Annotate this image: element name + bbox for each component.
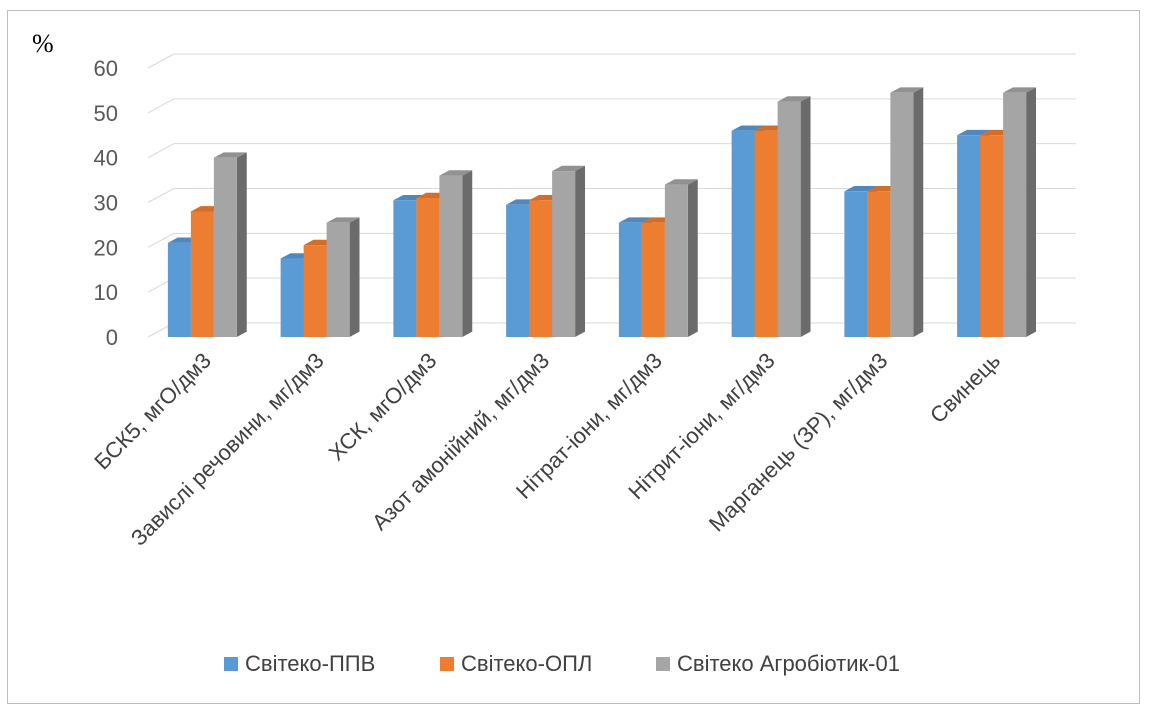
y-tick-label: 0 xyxy=(106,325,118,350)
bar-top xyxy=(552,165,586,172)
bar-side xyxy=(800,96,811,338)
x-category-label: ХСК, мгО/дм3 xyxy=(324,348,442,466)
bar xyxy=(213,152,247,337)
bar-top xyxy=(326,217,360,223)
bar-front xyxy=(416,198,440,337)
bar-front xyxy=(529,200,553,337)
bar-top xyxy=(777,96,811,102)
bar-front xyxy=(867,191,891,337)
bar xyxy=(1003,87,1037,338)
bar-front xyxy=(731,130,755,337)
bar-front xyxy=(303,245,327,337)
x-category-label: БСК5, мгО/дм3 xyxy=(89,348,216,475)
y-tick-label: 10 xyxy=(94,280,118,305)
bar xyxy=(664,179,698,337)
gridline-depth xyxy=(147,188,175,203)
bar-front xyxy=(1003,92,1027,338)
bar-top xyxy=(439,170,473,176)
bar-front xyxy=(957,135,981,337)
legend-label: Світеко-ППВ xyxy=(245,651,375,676)
bar xyxy=(326,217,360,337)
bar-side xyxy=(349,217,360,337)
bar-top xyxy=(664,179,698,185)
bar-side xyxy=(462,170,473,337)
bar-series xyxy=(167,87,1037,338)
bar xyxy=(890,87,924,338)
bar-front xyxy=(618,222,642,337)
x-category-label: Завислі речовини, мг/дм3 xyxy=(126,348,329,551)
bar-side xyxy=(1026,87,1037,337)
legend-item: Світеко Агробіотик-01 xyxy=(656,651,900,676)
bar-front xyxy=(777,101,801,337)
gridline-depth xyxy=(147,232,175,248)
bar-top xyxy=(1003,87,1037,93)
bar-side xyxy=(236,152,247,337)
bar-front xyxy=(506,204,530,337)
x-category-label: Свинець xyxy=(925,348,1005,428)
bar-front xyxy=(280,258,304,337)
gridline-depth xyxy=(147,143,175,159)
bar-side xyxy=(687,179,698,337)
y-tick-label: 40 xyxy=(94,146,118,171)
y-tick-label: 50 xyxy=(94,101,118,126)
bar-front xyxy=(552,171,576,337)
bar-top xyxy=(618,217,652,223)
bar-front xyxy=(326,222,350,337)
gridline-depth xyxy=(147,98,175,114)
legend-label: Світеко-ОПЛ xyxy=(461,651,592,676)
bar-front xyxy=(980,135,1004,337)
bar-top xyxy=(957,129,991,136)
legend-item: Світеко-ОПЛ xyxy=(440,651,592,676)
bar xyxy=(777,96,811,338)
bar-front xyxy=(664,184,688,337)
bar-front xyxy=(641,222,665,337)
bar-front xyxy=(167,242,191,337)
bar-top xyxy=(213,152,247,158)
legend: Світеко-ППВ Світеко-ОПЛ Світеко Агробіотик… xyxy=(224,651,900,676)
bar xyxy=(439,170,473,337)
bar-side xyxy=(913,87,924,337)
legend-swatch xyxy=(440,657,454,671)
y-tick-label: 30 xyxy=(94,191,118,216)
bar xyxy=(552,165,586,337)
bar-front xyxy=(190,211,214,337)
y-tick-label: 60 xyxy=(94,56,118,81)
bar-top xyxy=(731,125,765,131)
bar-front xyxy=(754,130,778,337)
bar-front xyxy=(439,175,463,337)
bar-top xyxy=(844,185,878,192)
gridline-depth xyxy=(147,53,175,69)
legend-swatch xyxy=(224,657,238,671)
bar-front xyxy=(213,157,237,337)
legend-item: Світеко-ППВ xyxy=(224,651,375,676)
y-axis-ticks: 0 10 20 30 40 50 60 xyxy=(94,56,118,350)
bar-front xyxy=(844,191,868,337)
chart-frame xyxy=(7,10,1140,704)
legend-label: Світеко Агробіотик-01 xyxy=(677,651,900,676)
bar-front xyxy=(393,200,417,337)
bar-front xyxy=(890,92,914,338)
y-axis-unit-label: % xyxy=(32,29,54,58)
bar-top xyxy=(890,87,924,93)
legend-swatch xyxy=(656,657,670,671)
y-tick-label: 20 xyxy=(94,235,118,260)
bar-side xyxy=(575,165,586,337)
x-category-label: Марганець (ЗР), мг/дм3 xyxy=(704,348,893,537)
